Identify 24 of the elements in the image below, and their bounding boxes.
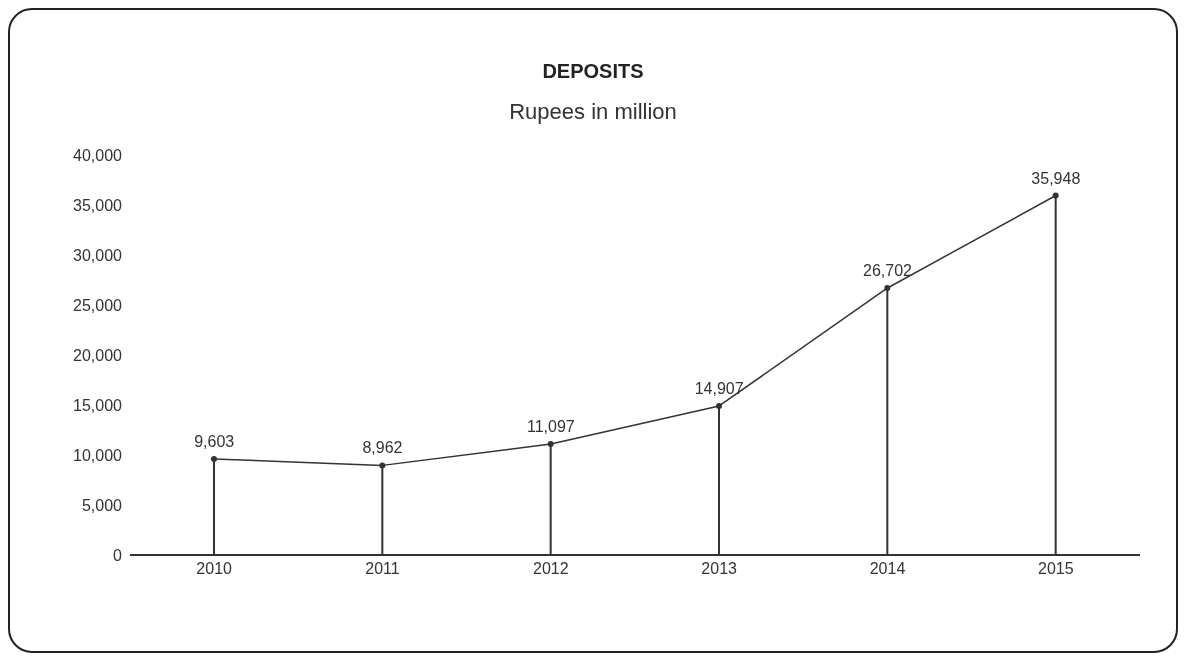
y-tick-label: 15,000	[73, 396, 123, 414]
y-tick-label: 10,000	[73, 446, 123, 464]
y-tick-label: 20,000	[73, 346, 123, 364]
data-label: 35,948	[1031, 169, 1081, 187]
data-label: 9,603	[194, 432, 235, 450]
x-tick-label: 2012	[533, 560, 569, 578]
y-tick-label: 0	[113, 546, 123, 564]
chart-title: DEPOSITS	[541, 60, 645, 83]
x-tick-label: 2011	[365, 560, 400, 578]
x-tick-label: 2014	[869, 560, 906, 578]
y-tick-label: 30,000	[73, 246, 123, 264]
data-label: 8,962	[362, 439, 403, 457]
y-tick-label: 40,000	[73, 146, 123, 164]
x-tick-label: 2015	[1038, 560, 1074, 578]
y-tick-label: 25,000	[73, 296, 123, 314]
data-label: 14,907	[694, 379, 744, 397]
y-tick-label: 5,000	[81, 496, 123, 514]
x-tick-label: 2013	[701, 560, 738, 578]
y-tick-label: 35,000	[73, 196, 123, 214]
data-label: 11,097	[526, 418, 575, 436]
x-tick-label: 2010	[196, 560, 233, 578]
chart-subtitle: Rupees in million	[508, 99, 678, 125]
data-label: 26,702	[863, 261, 913, 279]
point	[211, 455, 217, 462]
